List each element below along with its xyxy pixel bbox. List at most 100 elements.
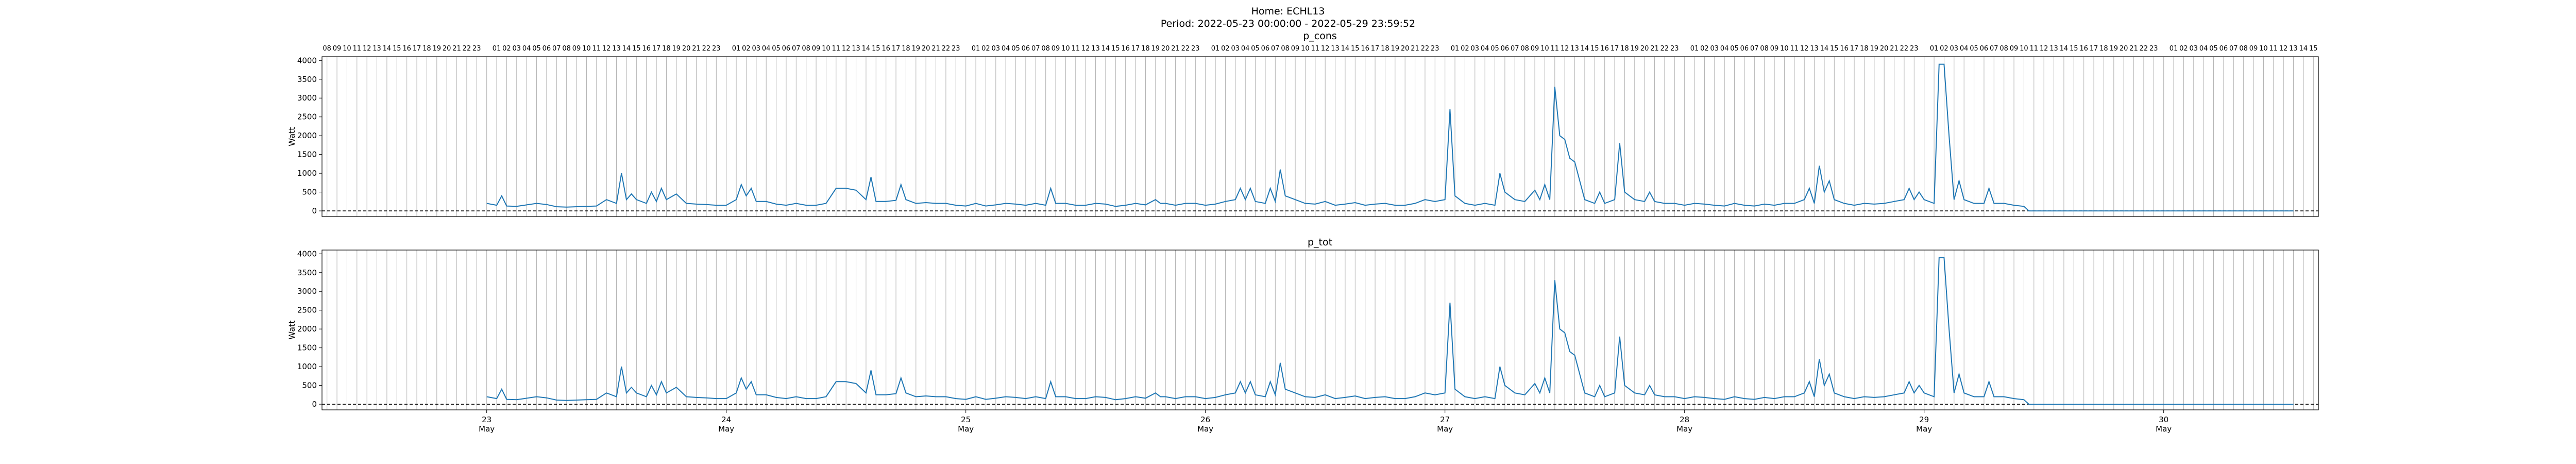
hour-tick-label: 03 [1710, 45, 1719, 53]
vertical-grid-p-cons [327, 57, 2314, 217]
y-tick-label: 2000 [297, 131, 317, 140]
hour-tick-label: 16 [1840, 45, 1849, 53]
y-axis-p-tot: 0 500 1000 1500 2000 2500 3000 3500 4000 [297, 249, 322, 409]
hour-tick-label: 16 [2079, 45, 2088, 53]
date-tick-label: 29 [1919, 415, 1929, 424]
hour-tick-label: 16 [1121, 45, 1130, 53]
hour-tick-label: 02 [1461, 45, 1469, 53]
hour-tick-label: 10 [1301, 45, 1310, 53]
hour-tick-label: 05 [2209, 45, 2218, 53]
hour-tick-label: 15 [1351, 45, 1360, 53]
month-tick-label: May [1916, 424, 1932, 434]
y-tick-label: 1000 [297, 169, 317, 178]
hour-tick-label: 06 [1501, 45, 1510, 53]
hour-tick-label: 14 [2060, 45, 2069, 53]
hour-tick-label: 22 [1421, 45, 1430, 53]
hour-tick-label: 07 [552, 45, 561, 53]
y-tick-label: 1500 [297, 343, 317, 353]
hour-tick-label: 02 [981, 45, 990, 53]
hour-tick-label: 17 [1850, 45, 1859, 53]
date-tick-label: 28 [1680, 415, 1689, 424]
hour-tick-label: 09 [1291, 45, 1300, 53]
hour-tick-label: 20 [682, 45, 691, 53]
hour-tick-label: 08 [1281, 45, 1290, 53]
hour-tick-label: 06 [782, 45, 791, 53]
hour-tick-label: 15 [632, 45, 641, 53]
date-tick-label: 30 [2159, 415, 2168, 424]
hour-tick-label: 01 [1930, 45, 1939, 53]
hour-tick-label: 18 [2099, 45, 2108, 53]
hour-tick-label: 11 [592, 45, 601, 53]
hour-tick-label: 04 [2199, 45, 2208, 53]
hour-tick-label: 22 [463, 45, 471, 53]
hour-tick-label: 10 [1061, 45, 1070, 53]
hour-tick-label: 12 [2279, 45, 2288, 53]
hour-tick-label: 15 [2070, 45, 2078, 53]
hour-tick-label: 14 [862, 45, 871, 53]
hour-tick-label: 17 [413, 45, 421, 53]
hour-tick-label: 13 [2049, 45, 2058, 53]
hour-tick-label: 12 [363, 45, 371, 53]
hour-tick-label: 18 [1620, 45, 1629, 53]
y-tick-label: 2500 [297, 112, 317, 122]
hour-tick-label: 21 [931, 45, 940, 53]
y-tick-label: 4000 [297, 249, 317, 258]
hour-tick-label: 16 [882, 45, 890, 53]
y-axis-label-p-cons: Watt [287, 127, 297, 146]
hour-tick-label: 14 [1341, 45, 1350, 53]
axes-frame [321, 56, 2319, 217]
hour-tick-label: 12 [2040, 45, 2048, 53]
hour-tick-label: 11 [1072, 45, 1080, 53]
month-tick-label: May [1676, 424, 1692, 434]
hour-tick-label: 03 [2190, 45, 2198, 53]
hour-tick-label: 02 [1221, 45, 1230, 53]
hour-tick-label: 14 [622, 45, 631, 53]
hour-tick-label: 05 [1730, 45, 1739, 53]
hour-tick-label: 23 [472, 45, 481, 53]
hour-tick-label: 08 [1999, 45, 2008, 53]
figure-title-period: Period: 2022-05-23 00:00:00 - 2022-05-29… [1161, 18, 1415, 29]
hour-tick-label: 22 [1900, 45, 1909, 53]
hour-tick-label: 10 [2020, 45, 2028, 53]
hour-tick-label: 23 [952, 45, 960, 53]
hour-tick-label: 10 [2259, 45, 2268, 53]
hour-tick-label: 22 [2140, 45, 2148, 53]
hour-tick-label: 16 [642, 45, 651, 53]
hour-tick-label: 14 [383, 45, 392, 53]
hour-tick-label: 07 [2229, 45, 2238, 53]
hour-tick-label: 04 [1481, 45, 1489, 53]
hour-tick-label: 22 [942, 45, 951, 53]
chart-panel-p-cons: p_cons Watt 08 09 10 11 12 13 14 15 16 17 18 19 20 21… [287, 30, 2319, 217]
hour-tick-label: 16 [402, 45, 411, 53]
hour-tick-label: 18 [1381, 45, 1389, 53]
series-line-p-tot [486, 257, 2294, 405]
chart-panel-p-tot: p_tot Watt 0 500 1000 1500 2000 2500 3000 3500 4… [287, 237, 2319, 434]
y-tick-label: 4000 [297, 56, 317, 65]
hour-tick-label: 20 [2120, 45, 2128, 53]
hour-tick-label: 18 [902, 45, 910, 53]
hour-tick-label: 12 [1081, 45, 1090, 53]
hour-tick-label: 13 [1331, 45, 1340, 53]
hour-tick-label: 11 [1311, 45, 1320, 53]
hour-tick-label: 21 [2129, 45, 2138, 53]
hour-tick-label: 04 [522, 45, 531, 53]
hour-tick-label: 16 [1361, 45, 1369, 53]
hour-tick-label: 08 [1760, 45, 1769, 53]
y-tick-label: 2500 [297, 306, 317, 315]
hour-tick-label: 23 [1191, 45, 1200, 53]
hour-tick-label: 09 [2249, 45, 2258, 53]
hour-tick-label: 13 [372, 45, 381, 53]
hour-tick-label: 13 [612, 45, 621, 53]
hour-tick-label: 01 [1211, 45, 1220, 53]
hour-tick-label: 10 [1780, 45, 1789, 53]
chart-title-p-tot: p_tot [1308, 237, 1332, 248]
hour-tick-label: 06 [1980, 45, 1989, 53]
hour-tick-label: 13 [2289, 45, 2298, 53]
hour-tick-label: 14 [1820, 45, 1829, 53]
hour-tick-label: 08 [1520, 45, 1529, 53]
hour-tick-label: 02 [2179, 45, 2188, 53]
hour-tick-label: 23 [712, 45, 721, 53]
hour-tick-label: 01 [972, 45, 980, 53]
hour-tick-label: 02 [502, 45, 511, 53]
